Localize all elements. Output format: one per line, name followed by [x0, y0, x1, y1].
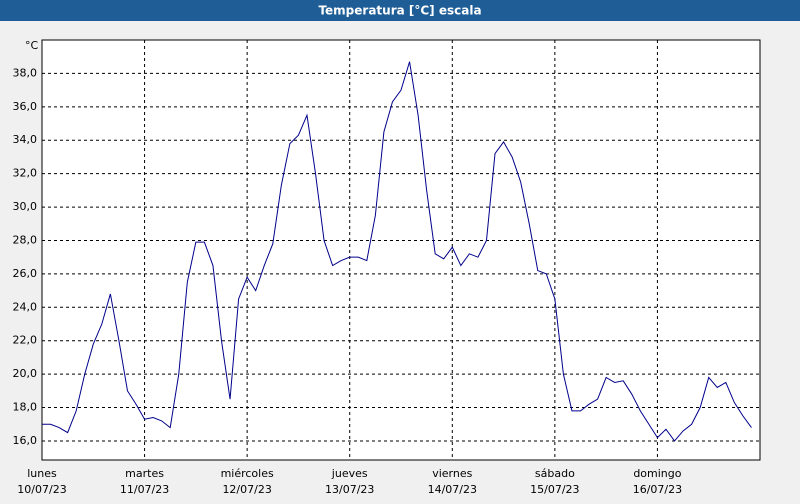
x-tick-date: 14/07/23 — [428, 483, 477, 496]
y-tick-label: 28,0 — [13, 233, 38, 246]
temperature-line — [42, 61, 752, 442]
x-tick-date: 16/07/23 — [633, 483, 682, 496]
y-tick-label: 34,0 — [13, 133, 38, 146]
y-tick-label: 26,0 — [13, 267, 38, 280]
x-tick-label: martes — [125, 467, 164, 480]
y-tick-label: 20,0 — [13, 367, 38, 380]
x-tick-date: 11/07/23 — [120, 483, 169, 496]
x-tick-label: lunes — [27, 467, 57, 480]
y-unit: °C — [25, 39, 39, 52]
chart-title: Temperatura [°C] escala — [318, 4, 481, 18]
y-tick-label: 16,0 — [13, 434, 38, 447]
x-tick-date: 13/07/23 — [325, 483, 374, 496]
title-bar — [0, 0, 800, 21]
y-tick-label: 30,0 — [13, 200, 38, 213]
x-tick-date: 12/07/23 — [222, 483, 271, 496]
plot-area — [41, 39, 761, 461]
y-tick-label: 36,0 — [13, 100, 38, 113]
plot-frame — [41, 39, 761, 461]
x-tick-label: domingo — [633, 467, 681, 480]
x-tick-label: viernes — [432, 467, 472, 480]
y-tick-label: 38,0 — [13, 66, 38, 79]
x-tick-label: sábado — [535, 467, 575, 480]
x-tick-label: jueves — [331, 467, 368, 480]
y-tick-label: 24,0 — [13, 300, 38, 313]
x-tick-date: 10/07/23 — [17, 483, 66, 496]
x-tick-label: miércoles — [221, 467, 274, 480]
y-tick-label: 18,0 — [13, 401, 38, 414]
y-tick-label: 32,0 — [13, 167, 38, 180]
x-tick-date: 15/07/23 — [530, 483, 579, 496]
y-tick-label: 22,0 — [13, 334, 38, 347]
